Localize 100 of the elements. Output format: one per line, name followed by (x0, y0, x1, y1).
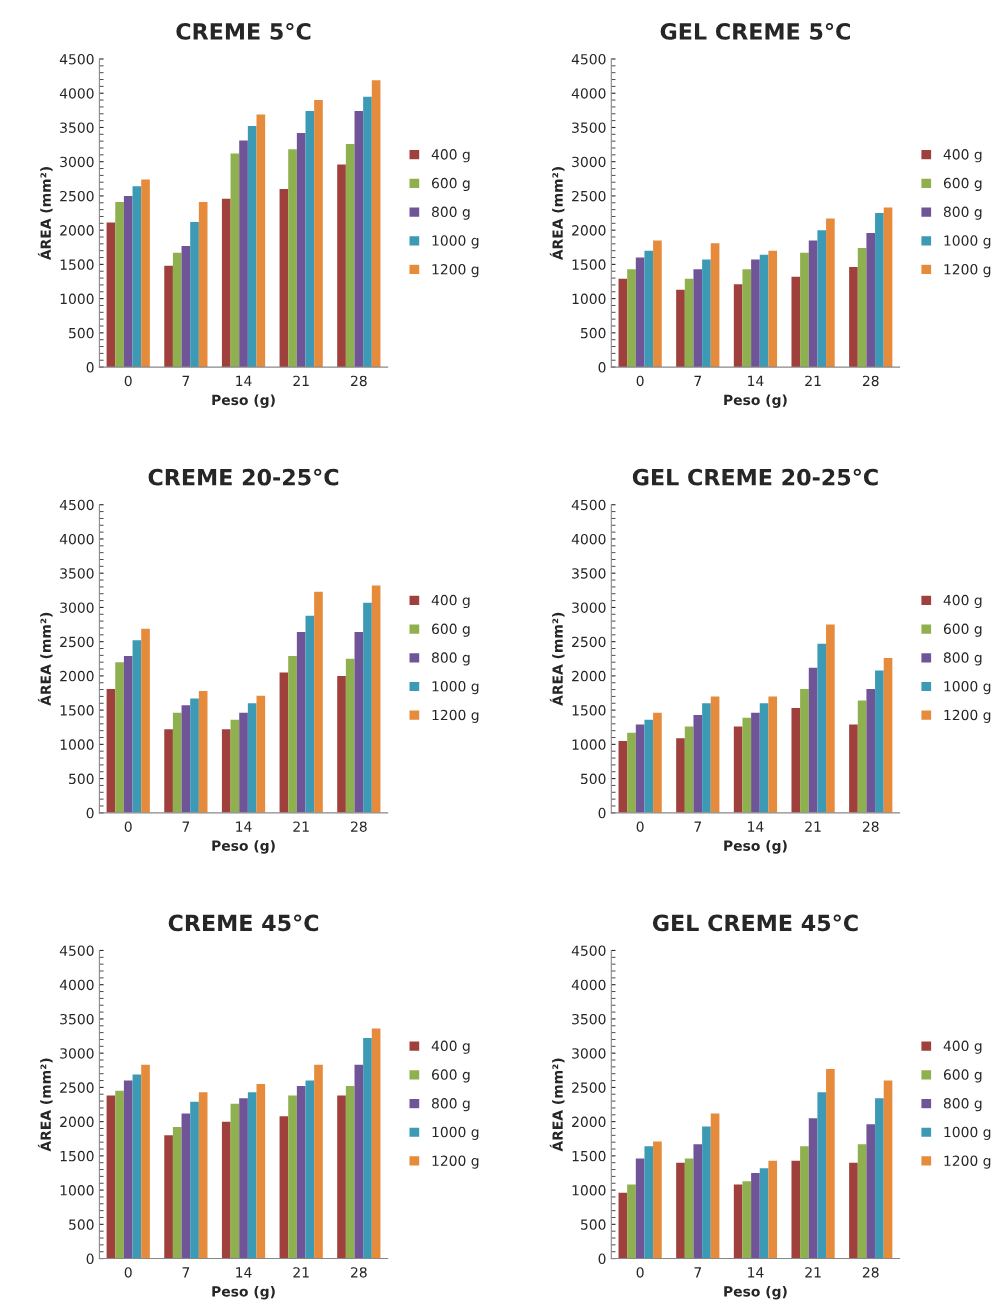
bar (857, 247, 867, 368)
bar (710, 243, 720, 368)
bar (751, 259, 760, 368)
bar (800, 1146, 809, 1259)
bar (676, 1162, 685, 1259)
y-tick-label: 1000 (60, 739, 94, 750)
legend-label: 1000 g (432, 1126, 479, 1140)
legend-label: 600 g (943, 1069, 982, 1083)
bar (181, 1113, 191, 1259)
bar (702, 703, 711, 813)
bar (875, 213, 884, 368)
y-tick-label: 2500 (572, 636, 606, 648)
bar (230, 719, 240, 813)
x-tick-label: 28 (351, 1267, 367, 1278)
bar (296, 132, 306, 368)
bar (644, 250, 654, 368)
bar (710, 1113, 720, 1259)
bar (768, 250, 778, 368)
y-axis-title: ÁREA (mm²) (37, 167, 53, 261)
bar (345, 658, 355, 813)
y-tick-label: 4500 (59, 53, 94, 65)
bar (164, 265, 173, 368)
bar (817, 230, 827, 368)
y-tick-label: 1500 (60, 259, 94, 270)
bar (221, 198, 231, 368)
y-tick-label: 4500 (571, 53, 606, 65)
bar (875, 1098, 884, 1259)
y-tick-label: 1000 (60, 293, 94, 305)
x-tick-label: 28 (862, 375, 879, 387)
legend-label: 1000 g (432, 681, 479, 695)
legend-label: 1200 g (944, 1155, 991, 1169)
bar (239, 140, 248, 368)
bar (190, 221, 199, 368)
y-tick-label: 2500 (60, 636, 94, 648)
x-tick-label: 7 (182, 821, 190, 832)
legend-label: 1200 g (944, 709, 991, 723)
bar (742, 1181, 752, 1259)
y-tick-label: 3000 (60, 602, 94, 613)
x-tick-label: 14 (748, 375, 764, 386)
y-tick-label: 3000 (572, 1048, 606, 1059)
x-tick-label: 7 (182, 375, 190, 386)
x-tick-label: 28 (862, 821, 879, 832)
bar (279, 1116, 289, 1259)
x-tick-label: 14 (748, 1267, 764, 1278)
bar (883, 1080, 893, 1259)
bar (198, 202, 208, 368)
bar (618, 278, 628, 368)
bar (826, 624, 835, 813)
bar (115, 662, 124, 813)
x-axis-title: Peso (g) (212, 1285, 275, 1300)
legend-label: 800 g (431, 206, 470, 220)
bar (288, 149, 297, 368)
bar (106, 1095, 116, 1259)
legend-label: 400 g (943, 149, 982, 163)
y-tick-label: 2500 (572, 190, 606, 202)
x-tick-label: 21 (293, 375, 309, 386)
bar (371, 80, 381, 368)
legend-label: 600 g (432, 1069, 470, 1083)
bar (883, 207, 893, 368)
bar (676, 738, 685, 813)
bar (198, 690, 208, 813)
bar (635, 1158, 645, 1259)
x-tick-label: 21 (805, 375, 821, 386)
bar (644, 1146, 654, 1259)
bar (132, 186, 142, 368)
bar (279, 189, 289, 368)
bar (644, 719, 654, 813)
y-axis-title: ÁREA (mm²) (37, 1058, 53, 1152)
y-tick-label: 4000 (59, 88, 94, 99)
x-tick-label: 14 (236, 375, 252, 386)
y-tick-label: 3500 (572, 1013, 606, 1025)
bar (239, 1098, 248, 1259)
bar (866, 232, 876, 368)
x-tick-label: 28 (862, 1267, 879, 1278)
legend-label: 600 g (943, 623, 982, 637)
bar (198, 1092, 208, 1259)
bar (857, 1144, 867, 1259)
bar (230, 153, 240, 368)
bar (115, 202, 124, 368)
bar (256, 114, 266, 368)
bar (190, 698, 199, 813)
y-tick-label: 0 (598, 362, 606, 373)
chart-title: CREME 20-25°C (148, 468, 339, 486)
y-tick-label: 0 (86, 362, 94, 373)
bar (849, 1162, 858, 1259)
y-tick-label: 3500 (572, 568, 606, 579)
bar (141, 179, 150, 368)
y-tick-label: 0 (86, 1253, 94, 1265)
y-tick-label: 0 (86, 807, 94, 819)
y-tick-label: 1500 (60, 705, 94, 716)
legend-label: 400 g (431, 149, 470, 163)
bar (305, 615, 315, 813)
bar (866, 1124, 876, 1259)
x-tick-label: 14 (236, 821, 252, 832)
y-tick-label: 1000 (60, 1185, 94, 1196)
legend-label: 1000 g (944, 681, 991, 695)
y-tick-label: 500 (581, 1219, 606, 1230)
legend-label: 1000 g (944, 235, 991, 249)
bar (733, 284, 743, 368)
bar (172, 1127, 182, 1259)
